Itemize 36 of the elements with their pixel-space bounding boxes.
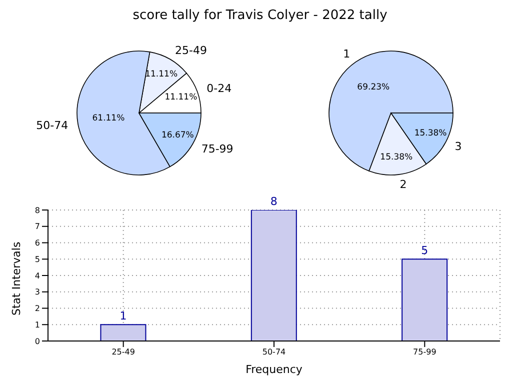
y-tick-label: 1 bbox=[34, 320, 40, 330]
slice-label: 0-24 bbox=[206, 82, 232, 95]
data-label: 15.38% bbox=[380, 152, 413, 162]
data-label: 11.11% bbox=[164, 92, 198, 103]
data-label: 61.11% bbox=[92, 113, 125, 124]
data-label: 1 bbox=[120, 310, 127, 323]
y-tick-label: 0 bbox=[34, 336, 40, 346]
bar bbox=[100, 324, 146, 341]
slice-label: 75-99 bbox=[201, 142, 234, 156]
y-tick-label: 8 bbox=[34, 206, 40, 215]
slice-label: 25-49 bbox=[175, 44, 207, 58]
bar bbox=[402, 258, 448, 341]
y-axis-title: Stat Intervals bbox=[10, 242, 23, 316]
data-label: 69.23% bbox=[357, 82, 390, 92]
text: score tally for Travis Colyer - 2022 tally bbox=[132, 8, 388, 25]
slice-label: 2 bbox=[400, 178, 407, 191]
pie-slice bbox=[328, 50, 454, 172]
slice-label: 50-74 bbox=[36, 118, 68, 132]
x-tick-label: 50-74 bbox=[262, 348, 286, 357]
data-label: 15.38% bbox=[414, 128, 447, 139]
x-axis-title: Frequency bbox=[246, 363, 303, 376]
x-tick-label: 75-99 bbox=[413, 348, 436, 357]
y-tick-label: 3 bbox=[34, 288, 40, 297]
y-tick-label: 6 bbox=[34, 238, 40, 248]
slice-label: 3 bbox=[454, 140, 462, 153]
data-label: 11.11% bbox=[145, 69, 178, 80]
y-tick-label: 7 bbox=[34, 222, 40, 232]
bar bbox=[250, 210, 297, 341]
x-tick-label: 25-49 bbox=[112, 348, 135, 357]
data-label: 5 bbox=[421, 244, 428, 258]
y-tick-label: 2 bbox=[34, 304, 40, 314]
data-label: 8 bbox=[270, 195, 278, 208]
data-label: 16.67% bbox=[161, 130, 194, 140]
slice-label: 1 bbox=[343, 47, 350, 60]
y-tick-label: 4 bbox=[34, 271, 40, 280]
y-tick-label: 5 bbox=[34, 254, 40, 264]
